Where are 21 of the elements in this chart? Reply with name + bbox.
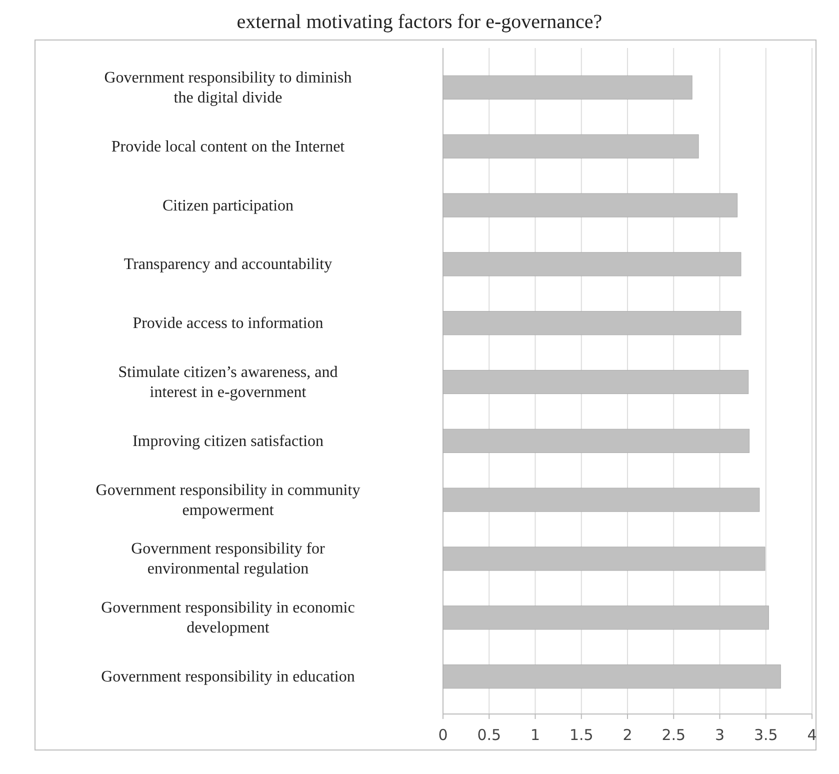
x-tick-label: 2.5 [662, 726, 686, 744]
y-tick-label: Improving citizen satisfaction [132, 432, 324, 450]
x-tick-label: 1.5 [569, 726, 594, 744]
y-tick-label: Government responsibility in economic development [101, 600, 355, 637]
x-tick-label: 0.5 [477, 726, 502, 744]
x-tick-label: 1 [530, 726, 540, 744]
y-tick-label: Government responsibility in education [101, 668, 355, 686]
y-tick-label: Government responsibility to diminish the digital divide [104, 69, 352, 106]
y-tick-label: Provide local content on the Internet [111, 138, 346, 156]
x-tick-label: 0 [438, 726, 448, 744]
y-tick-label: Stimulate citizen’s awareness, and interest in e-government [118, 364, 338, 401]
y-tick-label: Government responsibility in community empowerment [96, 482, 360, 519]
x-tick-label: 3.5 [754, 726, 778, 744]
chart-title: external motivating factors for e-governance? [236, 11, 602, 33]
x-tick-label: 4 [807, 726, 817, 744]
y-tick-label: Citizen participation [162, 197, 294, 214]
y-tick-label: Provide access to information [132, 315, 324, 332]
x-tick-label: 3 [714, 726, 725, 744]
y-tick-label: Government responsibility for environmental regulation [131, 540, 326, 578]
y-tick-label: Transparency and accountability [124, 256, 332, 274]
x-tick-label: 2 [622, 726, 632, 744]
